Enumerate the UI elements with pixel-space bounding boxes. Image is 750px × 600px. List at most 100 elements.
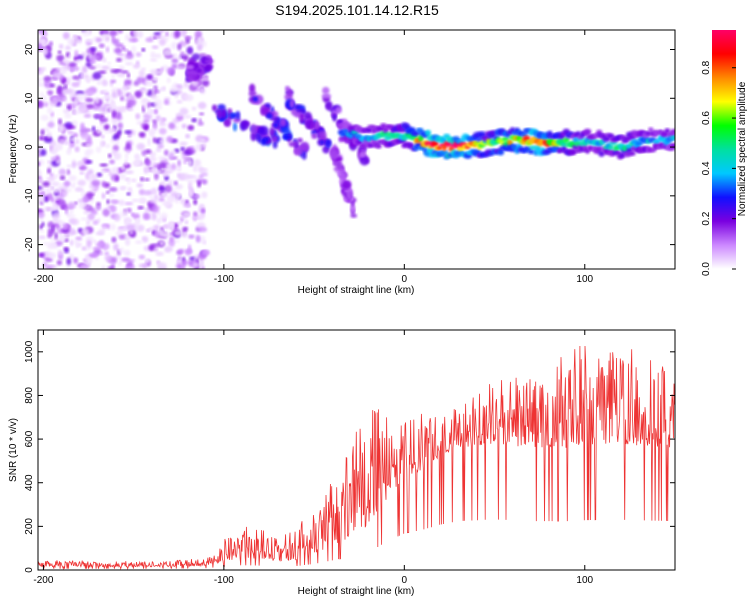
heatmap-cell [99,140,104,148]
heatmap-cell [47,160,51,164]
heatmap-cell [46,107,53,115]
heatmap-cell [138,263,148,268]
heatmap-cell [136,183,144,188]
heatmap-cell [41,95,48,102]
heatmap-cell [158,197,165,202]
heatmap-cell [124,201,134,206]
heatmap-cell [102,34,107,43]
heatmap-cell [39,136,44,141]
heatmap-cell [63,180,71,187]
heatmap-cell [68,175,77,182]
heatmap-cell [124,217,132,226]
heatmap-cell [59,175,66,181]
heatmap-cell [124,130,132,135]
heatmap-cell [48,41,54,47]
heatmap-cell [111,38,120,45]
heatmap-cell [128,37,137,43]
spectrogram-x-tick-label: 0 [402,274,408,285]
heatmap-cell [300,141,310,152]
heatmap-cell [103,103,111,108]
heatmap-cell [72,132,79,138]
heatmap-cell [146,108,154,116]
heatmap-cell [99,106,107,112]
heatmap-cell [69,239,74,246]
heatmap-cell [259,125,269,136]
snr-x-axis-label: Height of straight line (km) [298,586,415,597]
heatmap-cell [60,66,67,75]
heatmap-cell [67,38,77,46]
heatmap-cell [71,109,79,115]
heatmap-cell [147,137,151,146]
heatmap-cell [77,179,87,187]
heatmap-cell [87,53,93,60]
heatmap-cell [102,30,109,34]
heatmap-cell [126,207,132,213]
heatmap-cell [118,260,122,266]
heatmap-cell [46,90,54,96]
heatmap-cell [108,127,117,133]
heatmap-cell [158,161,167,170]
heatmap-cell [51,69,61,77]
heatmap-cell [187,203,191,208]
heatmap-cell [66,76,72,83]
heatmap-cell [85,255,90,263]
heatmap-cell [160,117,165,125]
heatmap-cell [240,119,250,130]
heatmap-cell [86,103,94,109]
heatmap-cell [136,143,146,151]
heatmap-cell [101,65,110,71]
heatmap-cell [125,151,129,160]
heatmap-cell [293,147,304,156]
heatmap-cell [132,213,140,220]
heatmap-cell [93,239,97,244]
heatmap-cell [153,53,162,59]
heatmap-cell [288,141,299,147]
heatmap-cell [149,58,158,62]
heatmap-cell [163,99,170,105]
heatmap-cell [279,118,287,127]
colorbar-label: Normalized spectral amplitude [737,81,748,216]
heatmap-cell [124,159,128,167]
heatmap-cell [271,135,278,143]
heatmap-cell [66,164,72,168]
spectrogram-y-axis: -20 -10 0 10 20 [24,44,675,252]
heatmap-cell [68,208,74,215]
heatmap-cell [91,125,96,132]
heatmap-cell [203,76,208,81]
heatmap-cell [95,205,102,211]
heatmap-cell [145,37,154,43]
colorbar-tick-label: 0.2 [701,211,712,225]
heatmap-cell [145,80,154,87]
heatmap-cell [113,243,119,252]
heatmap-cell [153,169,162,175]
heatmap-cell [118,199,125,206]
heatmap-cell [121,46,126,51]
heatmap-cell [89,173,98,180]
heatmap-cell [135,158,142,165]
heatmap-cell [92,220,99,225]
heatmap-cell [140,177,144,182]
heatmap-cell [154,108,158,115]
heatmap-cell [111,150,118,155]
heatmap-cell [39,229,44,233]
heatmap-cell [196,68,202,73]
heatmap-cell [177,255,182,260]
heatmap-cell [174,93,179,99]
heatmap-cell [85,98,94,103]
heatmap-cell [121,85,129,92]
heatmap-cell [669,135,675,140]
heatmap-cell [341,179,352,190]
heatmap-cell [56,198,66,206]
heatmap-cell [297,137,303,143]
heatmap-cell [313,120,320,131]
heatmap-cell [60,234,66,242]
heatmap-cell [124,238,131,246]
heatmap-cell [48,252,57,259]
heatmap-cell [75,38,83,45]
heatmap-cell [198,259,204,266]
heatmap-cell [81,228,90,235]
heatmap-cell [87,168,94,176]
snr-y-tick-label: 800 [24,387,35,404]
heatmap-cell [252,96,259,102]
heatmap-cell [193,211,198,217]
